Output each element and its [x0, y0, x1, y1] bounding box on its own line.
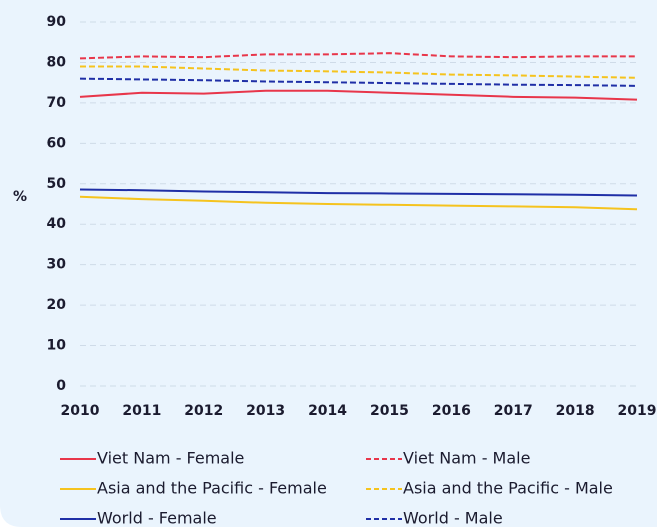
x-tick-label: 2014 — [308, 403, 347, 419]
data-line — [79, 89, 638, 101]
x-tick-label: 2010 — [61, 403, 100, 419]
x-tick-label: 2015 — [370, 403, 409, 419]
data-line — [79, 195, 638, 211]
x-tick-label: 2017 — [494, 403, 533, 419]
y-tick-label: 0 — [56, 378, 66, 394]
x-tick-label: 2013 — [246, 403, 285, 419]
y-tick-label: 90 — [47, 14, 67, 30]
y-tick-label: 20 — [47, 297, 67, 313]
y-tick-label: 40 — [47, 216, 67, 232]
legend-label: World - Male — [403, 509, 503, 527]
y-tick-label: 50 — [47, 176, 67, 192]
y-tick-label: 10 — [47, 338, 67, 354]
data-line — [79, 77, 638, 87]
legend-label: Asia and the Pacific - Male — [403, 479, 613, 498]
y-tick-label: 30 — [47, 257, 67, 273]
y-tick-label: 70 — [47, 95, 67, 111]
y-axis-label: % — [13, 189, 27, 205]
legend-label: Asia and the Pacific - Female — [97, 479, 327, 498]
x-tick-label: 2011 — [122, 403, 161, 419]
x-tick-label: 2016 — [432, 403, 471, 419]
data-line — [79, 188, 638, 197]
data-line — [79, 52, 637, 60]
y-tick-label: 60 — [47, 135, 67, 151]
legend-label: Viet Nam - Male — [403, 449, 530, 468]
x-tick-label: 2012 — [184, 403, 223, 419]
x-tick-label: 2018 — [556, 403, 595, 419]
y-tick-label: 80 — [47, 54, 67, 70]
legend-label: World - Female — [97, 509, 217, 527]
x-tick-label: 2019 — [618, 403, 657, 419]
data-line — [80, 65, 638, 79]
legend-label: Viet Nam - Female — [97, 449, 244, 468]
